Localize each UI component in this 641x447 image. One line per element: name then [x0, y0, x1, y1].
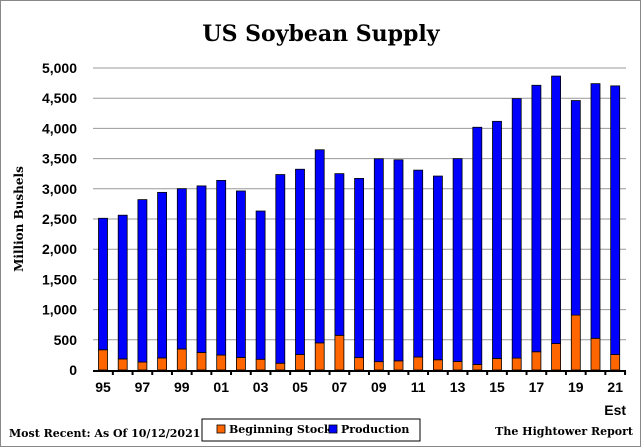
x-tick-label: 97 — [135, 379, 151, 395]
bar-production-00 — [196, 185, 207, 353]
bar-beginning-stocks-09 — [373, 361, 384, 371]
x-tick-label: 09 — [371, 379, 387, 395]
bar-production-12 — [432, 175, 443, 361]
bar-beginning-stocks-08 — [354, 357, 365, 371]
bar-beginning-stocks-06 — [314, 342, 325, 371]
bar-beginning-stocks-17 — [531, 351, 542, 371]
bar-beginning-stocks-07 — [334, 334, 345, 371]
x-tick-label: 99 — [174, 379, 190, 395]
bar-production-99 — [176, 188, 187, 350]
bar-production-08 — [354, 178, 365, 359]
bar-production-15 — [492, 120, 502, 359]
legend-beginning-stocks-label: Beginning Stocks — [229, 423, 338, 436]
footer-as-of: Most Recent: As Of 10/12/2021 — [9, 427, 200, 440]
bar-beginning-stocks-01 — [216, 354, 227, 371]
legend-beginning-stocks-swatch — [216, 424, 226, 434]
y-tick-label: 3,000 — [42, 181, 77, 197]
bar-beginning-stocks-04 — [275, 362, 286, 371]
bar-beginning-stocks-98 — [157, 357, 168, 371]
bar-beginning-stocks-16 — [511, 357, 522, 371]
legend-box — [201, 418, 421, 442]
bar-beginning-stocks-00 — [196, 352, 207, 371]
bar-production-13 — [452, 158, 463, 362]
bar-beginning-stocks-05 — [295, 354, 305, 371]
bar-production-14 — [472, 126, 483, 365]
y-tick-label: 5,000 — [42, 60, 77, 76]
bar-production-96 — [117, 214, 128, 360]
y-tick-label: 0 — [69, 362, 77, 378]
bar-production-20 — [590, 83, 601, 339]
x-tick-label: 03 — [253, 379, 269, 395]
x-tick-label: 17 — [529, 379, 545, 395]
bar-beginning-stocks-03 — [255, 358, 266, 371]
y-tick-label: 2,500 — [42, 211, 77, 227]
bar-beginning-stocks-97 — [137, 361, 148, 371]
bar-production-21 — [610, 85, 621, 355]
bar-production-09 — [373, 158, 384, 363]
bar-production-11 — [413, 169, 424, 358]
legend-production-swatch — [328, 424, 338, 434]
bar-production-18 — [551, 75, 561, 344]
bar-beginning-stocks-15 — [492, 358, 502, 371]
bar-production-01 — [216, 180, 227, 356]
x-tick-label: 01 — [213, 379, 229, 395]
bar-beginning-stocks-14 — [472, 364, 483, 371]
x-tick-label: 19 — [568, 379, 584, 395]
bar-production-04 — [275, 174, 286, 364]
bar-production-06 — [314, 149, 325, 344]
bar-production-95 — [98, 217, 108, 351]
footer-source: The Hightower Report — [495, 425, 634, 438]
bar-beginning-stocks-96 — [117, 358, 128, 371]
x-tick-label: 07 — [332, 379, 348, 395]
bar-beginning-stocks-12 — [432, 359, 443, 371]
x-tick-label: 21 — [607, 379, 623, 395]
chart-title: US Soybean Supply — [202, 21, 440, 47]
est-label: Est — [604, 402, 626, 418]
bar-beginning-stocks-99 — [176, 348, 187, 371]
y-tick-label: 500 — [54, 332, 78, 348]
y-tick-label: 1,500 — [42, 271, 77, 287]
bar-production-98 — [157, 191, 168, 359]
x-tick-label: 05 — [292, 379, 308, 395]
x-tick-label: 11 — [411, 379, 426, 395]
bar-beginning-stocks-13 — [452, 361, 463, 371]
x-tick-label: 95 — [95, 379, 111, 395]
bar-beginning-stocks-02 — [235, 357, 246, 371]
bar-production-05 — [295, 168, 305, 355]
bar-beginning-stocks-95 — [98, 349, 108, 371]
bar-beginning-stocks-20 — [590, 337, 601, 371]
y-axis-label: Million Bushels — [12, 166, 26, 272]
bar-production-97 — [137, 199, 148, 363]
bar-production-10 — [393, 159, 404, 362]
y-tick-label: 2,000 — [42, 241, 77, 257]
bar-beginning-stocks-18 — [551, 343, 561, 371]
y-tick-label: 3,500 — [42, 151, 77, 167]
y-tick-label: 4,000 — [42, 120, 77, 136]
x-tick-label: 13 — [450, 379, 466, 395]
bar-production-17 — [531, 84, 542, 353]
bar-production-03 — [255, 210, 266, 360]
legend-production-label: Production — [341, 423, 409, 436]
bar-production-19 — [570, 100, 581, 316]
x-tick-label: 15 — [489, 379, 505, 395]
bar-beginning-stocks-10 — [393, 360, 404, 371]
bar-production-16 — [511, 98, 522, 359]
bar-production-07 — [334, 173, 345, 336]
bar-production-02 — [235, 190, 246, 358]
y-tick-label: 4,500 — [42, 90, 77, 106]
bar-beginning-stocks-21 — [610, 354, 621, 371]
bar-beginning-stocks-11 — [413, 356, 424, 371]
bar-beginning-stocks-19 — [570, 314, 581, 371]
y-tick-label: 1,000 — [42, 302, 77, 318]
